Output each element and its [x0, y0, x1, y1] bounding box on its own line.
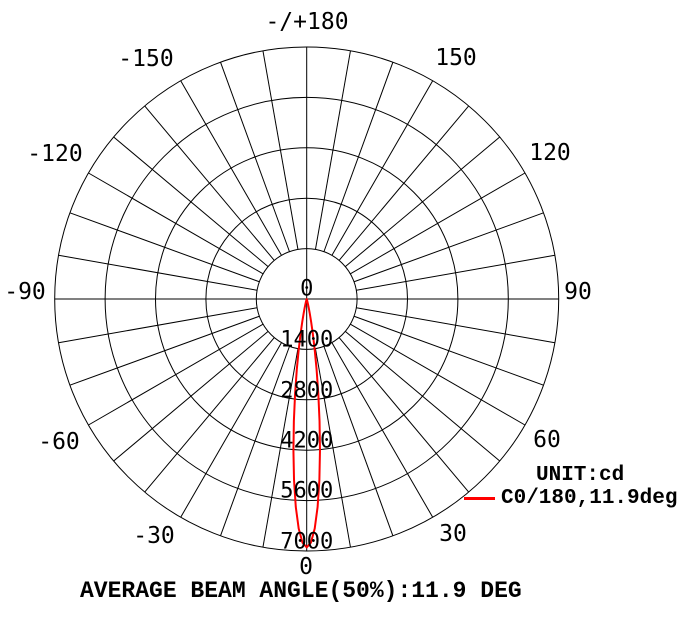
grid-spoke: [262, 348, 299, 548]
angle-label: -90: [4, 279, 46, 305]
grid-spoke: [338, 105, 470, 261]
radial-label: 5600: [280, 479, 333, 504]
legend-item: C0/180,11.9deg: [464, 487, 677, 510]
angle-label: 90: [564, 279, 592, 305]
grid-spoke: [220, 62, 290, 252]
grid-spoke: [69, 212, 260, 283]
grid-spoke: [69, 315, 260, 386]
grid-spoke: [331, 342, 434, 518]
grid-spoke: [353, 212, 544, 283]
grid-spoke: [338, 337, 470, 493]
angle-label: -/+180: [265, 9, 348, 35]
angle-label: -120: [27, 141, 82, 167]
legend-unit-label: UNIT:cd: [536, 464, 625, 487]
grid-spoke: [180, 342, 282, 518]
radial-label: 1400: [280, 328, 333, 353]
grid-spoke: [331, 80, 434, 256]
grid-spoke: [180, 80, 282, 256]
grid-spoke: [88, 323, 264, 426]
angle-label: 0: [299, 554, 313, 580]
grid-spoke: [58, 254, 258, 291]
grid-spoke: [262, 50, 299, 250]
grid-spoke: [58, 307, 258, 344]
grid-spoke: [314, 50, 351, 250]
grid-spoke: [350, 172, 526, 275]
grid-spoke: [353, 315, 544, 386]
grid-spoke: [113, 136, 269, 267]
angle-label: -30: [133, 523, 175, 549]
grid-spoke: [314, 348, 351, 548]
grid-spoke: [144, 105, 275, 261]
grid-spoke: [356, 254, 555, 291]
grid-spoke: [88, 172, 264, 275]
angle-label: 60: [533, 427, 561, 453]
radial-label: 0: [300, 277, 313, 302]
grid-spoke: [344, 136, 501, 267]
beam-curve: [292, 298, 321, 549]
radial-label: 4200: [280, 429, 333, 454]
grid-spoke: [323, 62, 394, 252]
beam-angle-caption: AVERAGE BEAM ANGLE(50%):11.9 DEG: [80, 578, 522, 604]
angle-label: -60: [38, 429, 80, 455]
angle-label: -150: [118, 46, 173, 72]
grid-spoke: [113, 331, 269, 462]
series-color-line: [464, 497, 495, 500]
radial-label: 7000: [280, 530, 333, 555]
grid-spoke: [344, 331, 501, 462]
grid-spoke: [220, 346, 290, 536]
grid-spoke: [350, 323, 526, 426]
legend-series-label: C0/180,11.9deg: [501, 487, 678, 510]
angle-label: 30: [439, 521, 467, 547]
angle-label: 150: [435, 45, 477, 71]
grid-spoke: [144, 337, 275, 493]
angle-label: 120: [529, 140, 571, 166]
grid-spoke: [323, 346, 394, 536]
radial-label: 2800: [280, 379, 333, 404]
grid-spoke: [356, 307, 555, 344]
